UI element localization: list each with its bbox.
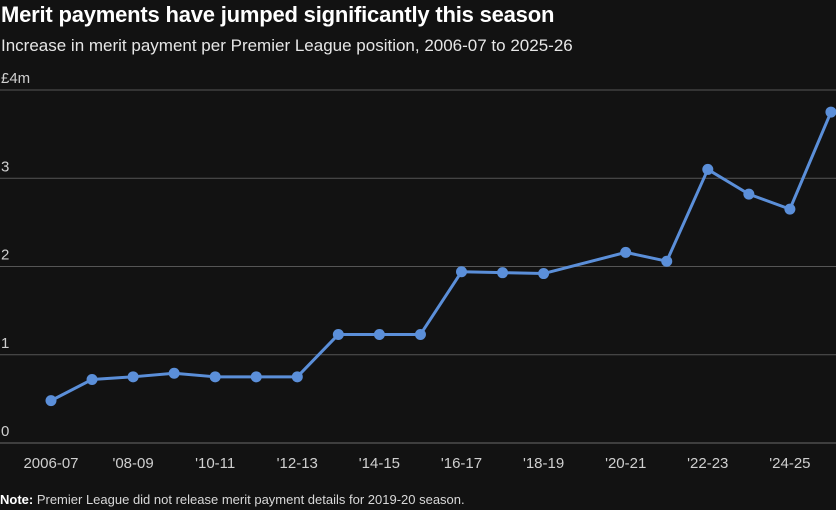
- x-tick-label: '12-13: [277, 455, 318, 472]
- x-tick-label: '08-09: [112, 455, 153, 472]
- x-tick-label: 2006-07: [23, 455, 78, 472]
- chart-subtitle: Increase in merit payment per Premier Le…: [1, 36, 573, 55]
- data-point-2022-23: [702, 163, 714, 175]
- y-axis-ticks: 0 1 2 3 £4m: [1, 70, 30, 440]
- data-point-2014-15: [373, 328, 385, 340]
- series-group: [45, 106, 836, 407]
- x-tick-label: '18-19: [523, 455, 564, 472]
- data-point-2017-18: [497, 267, 509, 279]
- data-point-2016-17: [456, 266, 467, 278]
- gridlines: [0, 89, 836, 444]
- note-text: Premier League did not release merit pay…: [33, 492, 465, 507]
- x-tick-label: '16-17: [441, 455, 482, 472]
- chart-title: Merit payments have jumped significantly…: [1, 2, 555, 27]
- data-point-2007-08: [86, 373, 98, 385]
- x-tick-label: '22-23: [687, 455, 728, 472]
- x-tick-label: '10-11: [195, 455, 235, 472]
- data-point-2012-13: [291, 371, 303, 383]
- data-point-2018-19: [538, 268, 550, 280]
- data-point-2010-11: [209, 371, 221, 383]
- x-tick-label: '20-21: [605, 455, 646, 472]
- y-tick-label: 0: [1, 423, 9, 440]
- chart-note: Note: Premier League did not release mer…: [0, 492, 465, 507]
- data-point-2008-09: [127, 371, 139, 383]
- data-point-2013-14: [332, 328, 344, 340]
- data-point-2023-24: [743, 188, 755, 200]
- y-tick-label: 1: [1, 335, 9, 352]
- data-point-2024-25: [784, 203, 796, 215]
- series-line: [49, 110, 833, 403]
- data-point-2025-26: [825, 106, 836, 118]
- data-point-2015-16: [414, 328, 426, 340]
- data-point-2011-12: [250, 371, 262, 383]
- data-point-2006-07: [45, 395, 57, 407]
- x-axis-ticks: 2006-07 '08-09 '10-11 '12-13 '14-15 '16-17 '18…: [23, 455, 810, 472]
- x-tick-label: '24-25: [769, 455, 810, 472]
- data-point-2020-21: [620, 246, 632, 258]
- y-tick-label: £4m: [1, 70, 30, 87]
- y-tick-label: 2: [1, 247, 9, 264]
- x-tick-label: '14-15: [359, 455, 400, 472]
- data-point-2021-22: [661, 255, 673, 267]
- note-label: Note:: [0, 492, 34, 507]
- data-point-2009-10: [168, 367, 180, 379]
- y-tick-label: 3: [1, 158, 9, 175]
